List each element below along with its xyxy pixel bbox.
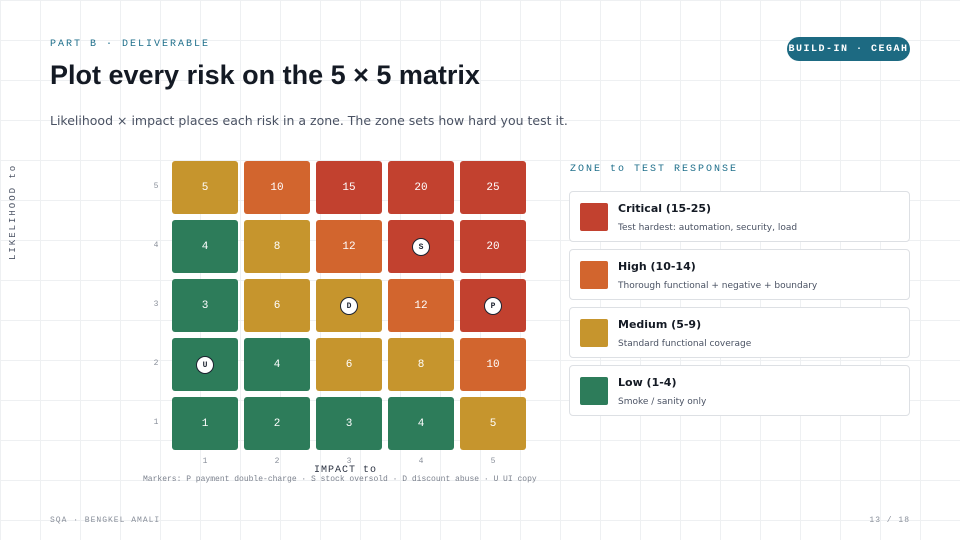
cell-score: 1: [201, 417, 209, 430]
risk-marker: P: [484, 297, 502, 315]
cell-score: 2: [273, 417, 281, 430]
zone-name: Medium (5-9): [618, 318, 702, 331]
likelihood-tick: 1: [153, 418, 159, 427]
matrix-cell: U: [172, 338, 238, 391]
matrix-cell: 20: [388, 161, 454, 214]
matrix-cell: 4: [172, 220, 238, 273]
impact-tick: 2: [274, 457, 280, 466]
zone-legend-heading: ZONE to TEST RESPONSE: [570, 164, 739, 175]
section-badge: BUILD-IN · CEGAH: [787, 37, 910, 61]
matrix-cell: 8: [388, 338, 454, 391]
matrix-cell: S: [388, 220, 454, 273]
eyebrow-label: PART B · DELIVERABLE: [50, 39, 211, 50]
matrix-cell: 5: [172, 161, 238, 214]
matrix-cell: D: [316, 279, 382, 332]
likelihood-tick: 3: [153, 300, 159, 309]
matrix-cell: 1: [172, 397, 238, 450]
cell-score: 10: [486, 358, 500, 371]
cell-score: 4: [417, 417, 425, 430]
cell-score: 5: [201, 181, 209, 194]
markers-legend: Markers: P payment double-charge · S sto…: [143, 475, 537, 484]
cell-score: 20: [414, 181, 428, 194]
matrix-cell: 25: [460, 161, 526, 214]
matrix-cell: 6: [316, 338, 382, 391]
matrix-cell: 2: [244, 397, 310, 450]
impact-tick: 3: [346, 457, 352, 466]
cell-score: 10: [270, 181, 284, 194]
zone-description: Standard functional coverage: [618, 339, 752, 349]
matrix-cell: 3: [172, 279, 238, 332]
cell-score: 25: [486, 181, 500, 194]
matrix-cell: 15: [316, 161, 382, 214]
matrix-cell: 4: [388, 397, 454, 450]
matrix-cell: 12: [316, 220, 382, 273]
zone-card-medium: Medium (5-9) Standard functional coverage: [569, 307, 910, 358]
cell-score: 5: [489, 417, 497, 430]
risk-marker: D: [340, 297, 358, 315]
footer-course: SQA · BENGKEL AMALI: [50, 516, 161, 525]
zone-swatch: [580, 319, 608, 347]
matrix-cell: 4: [244, 338, 310, 391]
impact-tick: 4: [418, 457, 424, 466]
cell-score: 3: [345, 417, 353, 430]
zone-card-high: High (10-14) Thorough functional + negati…: [569, 249, 910, 300]
cell-score: 12: [414, 299, 428, 312]
matrix-cell: 3: [316, 397, 382, 450]
cell-score: 4: [273, 358, 281, 371]
zone-swatch: [580, 261, 608, 289]
matrix-cell: P: [460, 279, 526, 332]
likelihood-axis-title: LIKELIHOOD to: [8, 163, 18, 260]
zone-description: Test hardest: automation, security, load: [618, 223, 798, 233]
risk-marker: S: [412, 238, 430, 256]
page-title: Plot every risk on the 5 × 5 matrix: [50, 60, 480, 90]
cell-score: 3: [201, 299, 209, 312]
cell-score: 20: [486, 240, 500, 253]
zone-name: Critical (15-25): [618, 202, 712, 215]
zone-swatch: [580, 377, 608, 405]
zone-card-critical: Critical (15-25) Test hardest: automation…: [569, 191, 910, 242]
matrix-cell: 8: [244, 220, 310, 273]
matrix-cell: 12: [388, 279, 454, 332]
likelihood-tick: 5: [153, 182, 159, 191]
zone-description: Thorough functional + negative + boundar…: [618, 281, 818, 291]
cell-score: 8: [273, 240, 281, 253]
likelihood-tick: 4: [153, 241, 159, 250]
zone-swatch: [580, 203, 608, 231]
zone-description: Smoke / sanity only: [618, 397, 707, 407]
impact-tick: 1: [202, 457, 208, 466]
matrix-cell: 6: [244, 279, 310, 332]
zone-name: High (10-14): [618, 260, 696, 273]
likelihood-tick: 2: [153, 359, 159, 368]
risk-marker: U: [196, 356, 214, 374]
matrix-cell: 10: [460, 338, 526, 391]
zone-card-low: Low (1-4) Smoke / sanity only: [569, 365, 910, 416]
cell-score: 12: [342, 240, 356, 253]
impact-tick: 5: [490, 457, 496, 466]
cell-score: 4: [201, 240, 209, 253]
impact-axis-title: IMPACT to: [314, 465, 378, 476]
cell-score: 8: [417, 358, 425, 371]
matrix-cell: 5: [460, 397, 526, 450]
matrix-cell: 20: [460, 220, 526, 273]
matrix-cell: 10: [244, 161, 310, 214]
page-subtitle: Likelihood × impact places each risk in …: [50, 113, 568, 128]
zone-name: Low (1-4): [618, 376, 677, 389]
cell-score: 6: [273, 299, 281, 312]
cell-score: 6: [345, 358, 353, 371]
cell-score: 15: [342, 181, 356, 194]
footer-page-number: 13 / 18: [869, 516, 910, 525]
